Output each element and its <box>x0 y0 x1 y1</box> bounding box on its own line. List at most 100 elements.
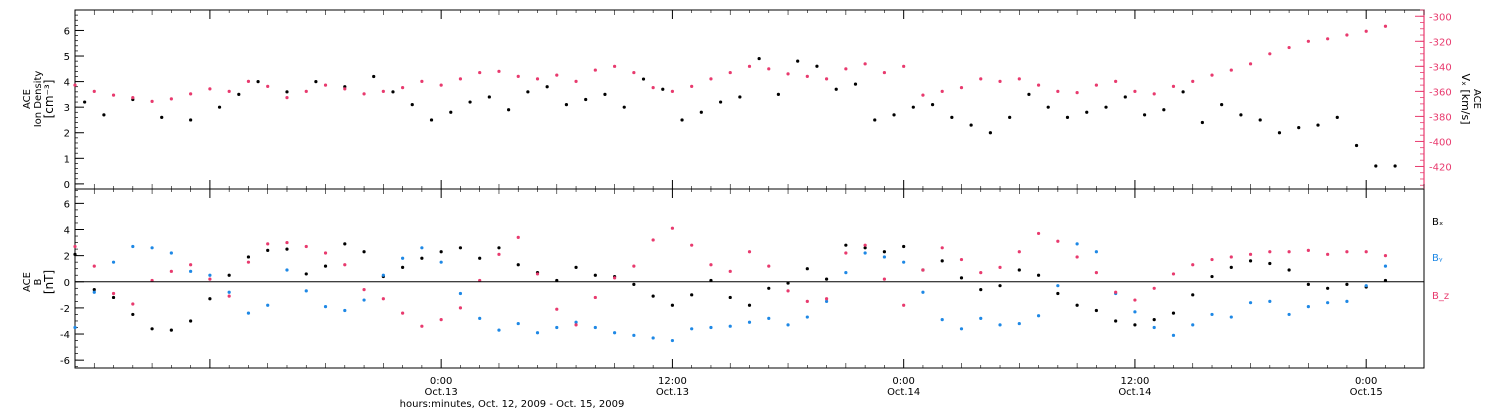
bz-point <box>805 299 809 303</box>
bx-point <box>73 252 77 256</box>
ion-density-point <box>661 87 665 91</box>
vx-point <box>420 79 424 83</box>
bx-point <box>1248 259 1253 263</box>
top-left-axis-title-line2: Ion Density <box>33 71 44 128</box>
vx-point <box>1383 24 1388 28</box>
by-point <box>632 333 636 337</box>
bottom-left-tick-label: -4 <box>60 330 70 341</box>
bz-point <box>1152 286 1156 290</box>
vx-point <box>1056 89 1060 93</box>
top-left-tick-label: 0 <box>64 180 70 191</box>
by-point <box>767 316 771 320</box>
bz-point <box>535 272 540 276</box>
ion-density-point <box>314 80 318 84</box>
ion-density-point <box>1374 164 1378 168</box>
right-tick-label: -380 <box>1429 112 1452 123</box>
bx-point <box>1229 265 1233 269</box>
bx-point <box>1306 282 1310 286</box>
vx-point <box>1017 77 1021 81</box>
bx-point <box>728 295 732 300</box>
by-point <box>824 299 829 303</box>
vx-point <box>998 79 1002 83</box>
bz-point <box>516 235 520 239</box>
vx-point <box>304 89 308 93</box>
bz-point <box>73 244 77 249</box>
bx-point <box>1114 319 1118 323</box>
by-point <box>805 315 809 319</box>
bz-point <box>863 243 867 247</box>
by-point <box>1017 321 1021 326</box>
bz-point <box>593 295 597 300</box>
bz-point <box>1345 250 1349 254</box>
by-point <box>1326 301 1330 305</box>
bx-point <box>323 264 328 268</box>
ion-density-point <box>1335 115 1339 119</box>
by-point <box>747 320 752 324</box>
by-point <box>111 260 116 264</box>
vx-point <box>805 74 809 78</box>
vx-point <box>1094 83 1098 87</box>
vx-point <box>73 83 77 87</box>
vx-point <box>863 62 867 66</box>
ion-density-point <box>410 103 414 107</box>
top-panel-frame <box>74 9 1425 190</box>
ion-density-point <box>1123 95 1127 99</box>
ion-density-point <box>449 110 453 114</box>
vx-point <box>940 89 944 93</box>
legend-by: Bᵧ <box>1432 253 1443 264</box>
by-point <box>574 320 578 324</box>
by-point <box>1210 312 1214 317</box>
ion-density-point <box>796 59 800 63</box>
b-components-legend: Bₓ Bᵧ B_z <box>1432 217 1449 302</box>
bz-point <box>844 251 848 255</box>
bz-point <box>979 271 983 275</box>
bx-point <box>304 272 308 276</box>
bx-point <box>998 284 1002 288</box>
vx-point <box>1345 33 1349 37</box>
vx-point <box>1036 83 1041 87</box>
top-left-tick-label: 1 <box>64 154 70 165</box>
ion-density-point <box>738 95 742 99</box>
ion-density-point <box>1162 108 1166 112</box>
ion-density-point <box>776 92 781 96</box>
bz-point <box>824 297 829 301</box>
bx-point <box>362 250 366 254</box>
ion-density-point <box>1065 115 1070 119</box>
bz-point <box>921 268 925 272</box>
bottom-left-axis-title: ACE B [nT] <box>22 270 56 294</box>
bottom-left-tick-label: -2 <box>60 304 70 315</box>
vx-point <box>227 89 231 93</box>
top-left-axis: 0 1 2 3 4 5 6 <box>64 14 84 191</box>
right-tick-label: -320 <box>1429 37 1452 48</box>
ion-density-point <box>1027 92 1031 96</box>
vx-point <box>1248 62 1253 66</box>
bx-point <box>1152 318 1156 322</box>
ion-density-point <box>1277 131 1282 135</box>
by-point <box>304 289 308 293</box>
bx-point <box>266 248 270 253</box>
bottom-panel-frame <box>74 188 1425 369</box>
vx-point <box>497 69 501 73</box>
x-tick-date-label: Oct.13 <box>425 387 458 398</box>
vx-point <box>844 67 848 71</box>
bz-point <box>1248 252 1253 256</box>
by-point <box>516 321 520 326</box>
ion-density-point <box>834 87 838 91</box>
bz-point <box>1133 298 1137 302</box>
bx-point <box>805 267 809 271</box>
bz-point <box>1364 250 1368 254</box>
top-left-tick-label: 3 <box>64 103 70 114</box>
ion-density-point <box>1258 118 1262 122</box>
bottom-panel-series <box>73 226 1388 343</box>
x-axis-label: hours:minutes, Oct. 12, 2009 - Oct. 15, … <box>400 399 625 410</box>
by-point <box>1287 312 1291 317</box>
by-point <box>979 316 983 320</box>
vx-point <box>208 87 212 91</box>
ion-density-point <box>892 113 896 117</box>
ion-density-point <box>189 118 193 122</box>
by-point <box>381 273 385 277</box>
by-point <box>1171 333 1176 337</box>
by-point <box>863 251 867 255</box>
bottom-left-tick-label: 2 <box>64 252 70 263</box>
vx-point <box>516 74 520 78</box>
